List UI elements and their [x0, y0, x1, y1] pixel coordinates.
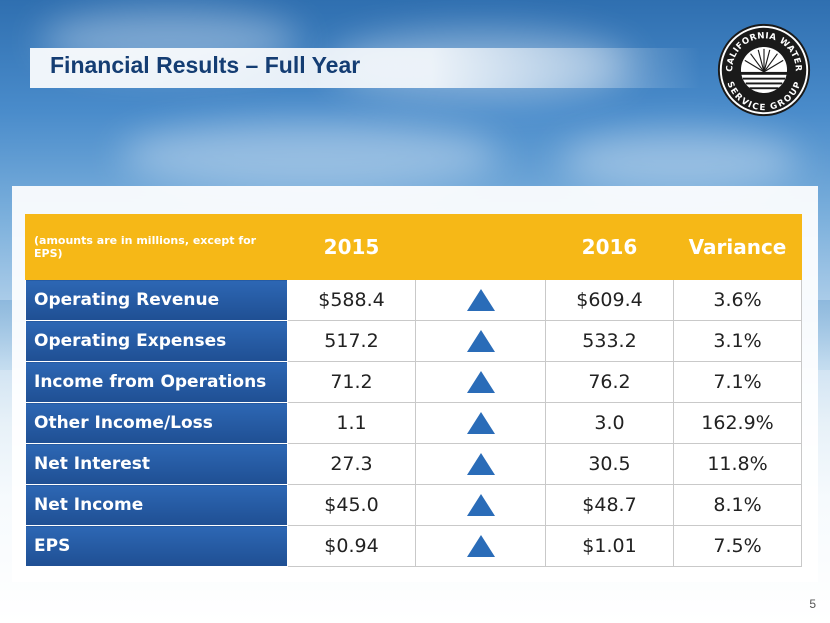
value-2015: 71.2	[287, 361, 416, 403]
row-label: EPS	[25, 525, 288, 567]
trend-cell	[415, 443, 546, 485]
up-arrow-icon	[466, 535, 495, 558]
financial-results-table: (amounts are in millions, except for EPS…	[25, 214, 802, 567]
title-band	[30, 48, 700, 88]
company-logo: CALIFORNIA WATER SERVICE GROUP	[717, 23, 811, 117]
table-row: EPS $0.94 $1.01 7.5%	[25, 525, 802, 567]
amounts-note: (amounts are in millions, except for EPS…	[25, 214, 288, 280]
header-variance: Variance	[673, 214, 802, 280]
value-2016: $48.7	[545, 484, 674, 526]
page-number: 5	[809, 597, 816, 611]
variance-value: 162.9%	[673, 402, 802, 444]
value-2016: $609.4	[545, 279, 674, 321]
value-2015: 517.2	[287, 320, 416, 362]
row-label: Net Income	[25, 484, 288, 526]
trend-cell	[415, 279, 546, 321]
up-arrow-icon	[466, 412, 495, 435]
up-arrow-icon	[466, 289, 495, 312]
variance-value: 11.8%	[673, 443, 802, 485]
table-row: Operating Expenses 517.2 533.2 3.1%	[25, 320, 802, 362]
header-2016: 2016	[545, 214, 674, 280]
trend-cell	[415, 320, 546, 362]
table-header-row: (amounts are in millions, except for EPS…	[25, 214, 802, 280]
variance-value: 3.1%	[673, 320, 802, 362]
trend-cell	[415, 525, 546, 567]
value-2015: $588.4	[287, 279, 416, 321]
variance-value: 7.5%	[673, 525, 802, 567]
trend-cell	[415, 402, 546, 444]
trend-cell	[415, 484, 546, 526]
value-2015: $45.0	[287, 484, 416, 526]
value-2016: 533.2	[545, 320, 674, 362]
value-2016: 30.5	[545, 443, 674, 485]
value-2016: $1.01	[545, 525, 674, 567]
row-label: Net Interest	[25, 443, 288, 485]
table-row: Operating Revenue $588.4 $609.4 3.6%	[25, 279, 802, 321]
table-row: Other Income/Loss 1.1 3.0 162.9%	[25, 402, 802, 444]
up-arrow-icon	[466, 371, 495, 394]
header-2015: 2015	[287, 214, 416, 280]
variance-value: 8.1%	[673, 484, 802, 526]
variance-value: 7.1%	[673, 361, 802, 403]
row-label: Operating Revenue	[25, 279, 288, 321]
cloud-decoration	[120, 120, 500, 190]
up-arrow-icon	[466, 494, 495, 517]
row-label: Income from Operations	[25, 361, 288, 403]
table-row: Net Income $45.0 $48.7 8.1%	[25, 484, 802, 526]
table-row: Net Interest 27.3 30.5 11.8%	[25, 443, 802, 485]
trend-cell	[415, 361, 546, 403]
slide-title: Financial Results – Full Year	[50, 52, 361, 78]
cloud-decoration	[560, 130, 800, 190]
row-label: Operating Expenses	[25, 320, 288, 362]
value-2016: 3.0	[545, 402, 674, 444]
value-2015: 1.1	[287, 402, 416, 444]
row-label: Other Income/Loss	[25, 402, 288, 444]
value-2015: $0.94	[287, 525, 416, 567]
variance-value: 3.6%	[673, 279, 802, 321]
table-row: Income from Operations 71.2 76.2 7.1%	[25, 361, 802, 403]
header-arrow-spacer	[415, 214, 546, 280]
up-arrow-icon	[466, 453, 495, 476]
up-arrow-icon	[466, 330, 495, 353]
value-2016: 76.2	[545, 361, 674, 403]
value-2015: 27.3	[287, 443, 416, 485]
